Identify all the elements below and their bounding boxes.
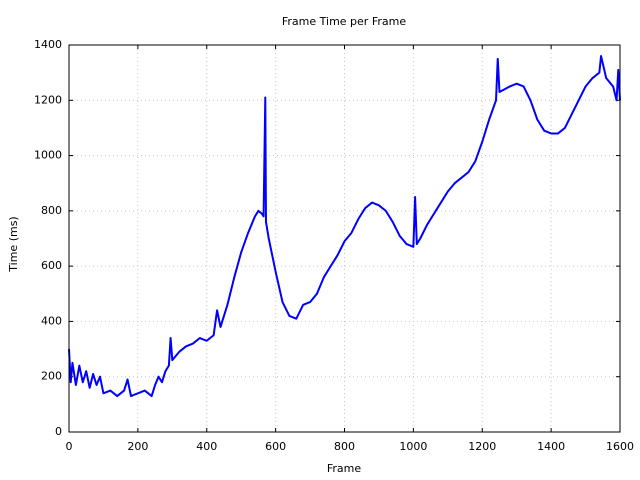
x-tick-label: 1000 [399,440,427,453]
x-tick-label: 1200 [468,440,496,453]
y-axis-label: Time (ms) [7,216,20,272]
x-tick-label: 1600 [606,440,634,453]
data-line [68,55,621,398]
x-tick-label: 200 [127,440,148,453]
x-tick-label: 600 [265,440,286,453]
y-tick-label: 200 [41,370,62,383]
y-tick-label: 600 [41,259,62,272]
x-tick-label: 800 [334,440,355,453]
x-tick-label: 0 [66,440,73,453]
x-axis-label: Frame [327,462,362,475]
y-tick-label: 800 [41,204,62,217]
plot-frame [68,44,621,433]
y-tick-label: 400 [41,314,62,327]
x-tick-label: 400 [196,440,217,453]
y-tick-label: 1400 [34,38,62,51]
chart-title: Frame Time per Frame [282,15,406,28]
y-tick-label: 1200 [34,93,62,106]
y-tick-label: 1000 [34,149,62,162]
x-tick-label: 1400 [537,440,565,453]
y-tick-label: 0 [55,425,62,438]
